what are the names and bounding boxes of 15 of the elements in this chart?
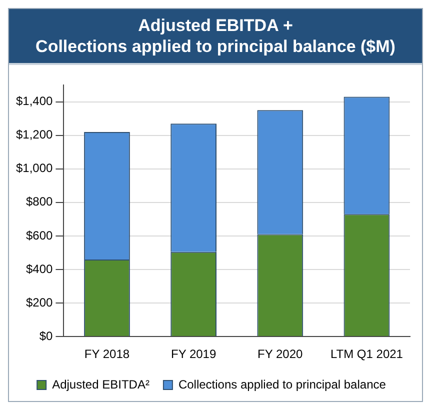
y-tick-label: $800 bbox=[26, 194, 54, 209]
legend-label: Collections applied to principal balance bbox=[178, 377, 386, 392]
y-tick-label: $0 bbox=[39, 328, 54, 343]
legend-label: Adjusted EBITDA² bbox=[52, 377, 150, 392]
y-tick-label: $400 bbox=[26, 262, 54, 276]
x-tick-label: FY 2020 bbox=[258, 347, 304, 362]
x-tick-label: LTM Q1 2021 bbox=[330, 347, 404, 362]
y-tick-label: $200 bbox=[26, 295, 54, 310]
x-tick-label: FY 2019 bbox=[170, 347, 216, 362]
chart-title: Adjusted EBITDA + Collections applied to principal balance ($M) bbox=[9, 9, 422, 65]
y-tick-label: $1,400 bbox=[16, 94, 54, 108]
x-tick-label: FY 2018 bbox=[84, 347, 130, 362]
y-tick-label: $1,200 bbox=[16, 128, 54, 142]
y-tick-label: $1,000 bbox=[16, 161, 54, 176]
y-tick-label: $600 bbox=[26, 228, 54, 242]
